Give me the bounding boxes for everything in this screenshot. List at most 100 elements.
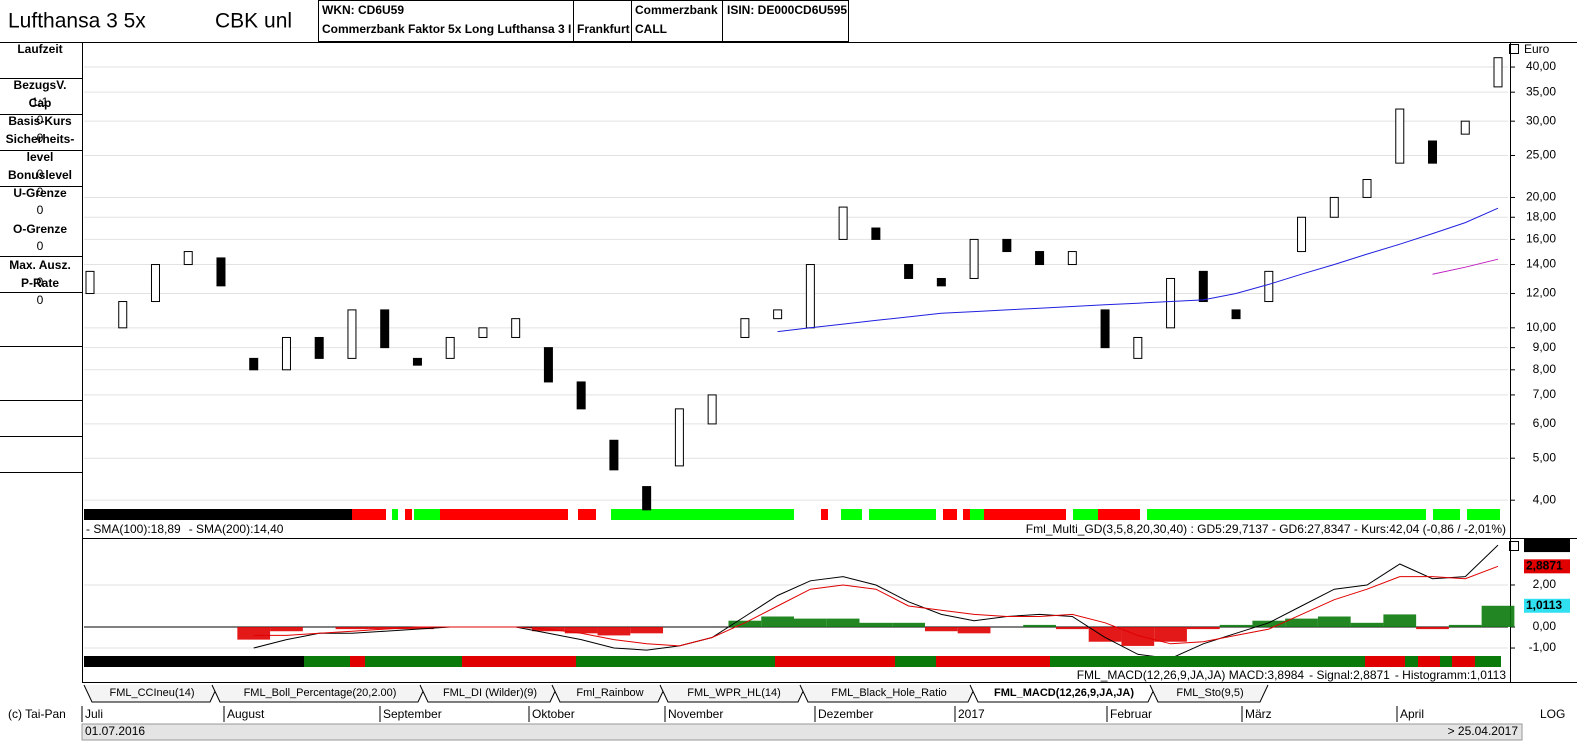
signal-bar <box>775 656 895 667</box>
histogram-bar <box>892 622 925 628</box>
field-label: BezugsV. <box>14 78 67 92</box>
candle <box>85 270 95 295</box>
histogram-bar <box>1088 627 1122 642</box>
signal-bar <box>963 509 970 520</box>
value-label-bg <box>1524 598 1570 613</box>
candle <box>740 318 750 338</box>
signal-bar <box>1073 509 1098 520</box>
field-label: Laufzeit <box>17 42 62 56</box>
field-label: Sicherheits- <box>6 132 75 146</box>
legend-entry: - Signal:2,8871 <box>1309 668 1390 682</box>
field-value: 0 <box>37 275 44 289</box>
y-tick-label: -1,00 <box>1529 640 1557 654</box>
value-label: 3,8984 <box>1526 537 1563 551</box>
indicator-line <box>253 565 1499 647</box>
candle <box>707 394 717 425</box>
candle <box>1297 216 1307 253</box>
month-label: November <box>668 707 723 721</box>
histogram-bar <box>1154 627 1187 642</box>
tab[interactable] <box>419 684 559 703</box>
month-label: 2017 <box>958 707 985 721</box>
tab[interactable] <box>969 684 1157 703</box>
signal-bar <box>970 509 984 520</box>
histogram-bar <box>1186 627 1220 630</box>
histogram-bar <box>597 627 631 636</box>
candle <box>1362 179 1372 198</box>
histogram-bar <box>1252 620 1286 628</box>
signal-bar <box>1452 656 1475 667</box>
y-tick-label: 40,00 <box>1526 59 1556 73</box>
candle <box>773 309 783 320</box>
tab-label: FML_Sto(9,5) <box>1176 687 1243 699</box>
signal-bar <box>936 656 1050 667</box>
value-label: 2,8871 <box>1526 559 1563 573</box>
issuer: CBK unl <box>215 10 292 33</box>
candle <box>642 486 652 511</box>
histogram-bar <box>1350 622 1384 628</box>
frames <box>0 0 1577 683</box>
y-tick-label: 5,00 <box>1533 450 1557 464</box>
signal-bar <box>1467 509 1500 520</box>
candle <box>347 309 357 359</box>
start-date: 01.07.2016 <box>85 724 145 738</box>
candle <box>1100 309 1110 349</box>
candle <box>216 257 226 287</box>
candle <box>1133 336 1143 359</box>
scale-mode: LOG <box>1540 707 1565 721</box>
y-tick-label: 0,00 <box>1533 619 1557 633</box>
candle <box>1231 309 1241 320</box>
histogram-bar <box>335 627 369 630</box>
candle <box>380 309 390 349</box>
field-label: U-Grenze <box>13 186 67 200</box>
tab[interactable] <box>551 684 667 703</box>
signal-bar <box>352 509 386 520</box>
signal-bar <box>578 509 596 520</box>
y-tick-label: 35,00 <box>1526 84 1556 98</box>
histogram-bar <box>630 627 664 634</box>
signal-bar <box>869 509 936 520</box>
field-value: 0 <box>37 239 44 253</box>
exchange: Frankfurt <box>577 22 630 36</box>
tab[interactable] <box>799 684 977 703</box>
signal-bar <box>84 656 304 667</box>
month-label: Februar <box>1110 707 1152 721</box>
histogram-bar <box>957 627 991 634</box>
tab[interactable] <box>659 684 807 703</box>
signal-bar <box>943 509 957 520</box>
tab-label: FML_Boll_Percentage(20,2.00) <box>244 687 397 699</box>
tab[interactable] <box>211 684 427 703</box>
indicator-line <box>1432 258 1499 275</box>
bank: Commerzbank <box>635 3 718 17</box>
histogram-bar <box>1317 616 1351 628</box>
tab-label: FML_DI (Wilder)(9) <box>443 687 537 699</box>
candle <box>576 381 586 410</box>
field-value: 1:1 <box>32 95 49 109</box>
candle <box>838 206 848 240</box>
field-value: 0 <box>37 113 44 127</box>
signal-bar <box>1098 509 1140 520</box>
tab[interactable] <box>1149 684 1269 703</box>
candle <box>412 357 422 366</box>
month-label: August <box>227 707 265 721</box>
candle <box>1329 196 1339 218</box>
end-date: > 25.04.2017 <box>1448 724 1519 738</box>
field-label: level <box>27 150 54 164</box>
histogram-bar <box>368 627 402 630</box>
candle <box>183 251 193 266</box>
candle <box>478 327 488 338</box>
field-value: 0 <box>37 185 44 199</box>
histogram-bar <box>237 627 271 640</box>
candle <box>1428 140 1438 164</box>
field-label: P-Rate <box>21 276 59 290</box>
histogram-bar <box>401 627 434 630</box>
y-tick-label: 4,00 <box>1533 492 1557 506</box>
signal-bar <box>414 509 440 520</box>
candle <box>609 439 619 471</box>
tab-label: FML_WPR_HL(14) <box>687 687 781 699</box>
tab[interactable] <box>83 684 219 703</box>
signal-bar <box>611 509 794 520</box>
histogram-bar <box>1055 627 1089 630</box>
candle <box>904 264 914 279</box>
scrollbar[interactable] <box>81 723 1523 741</box>
